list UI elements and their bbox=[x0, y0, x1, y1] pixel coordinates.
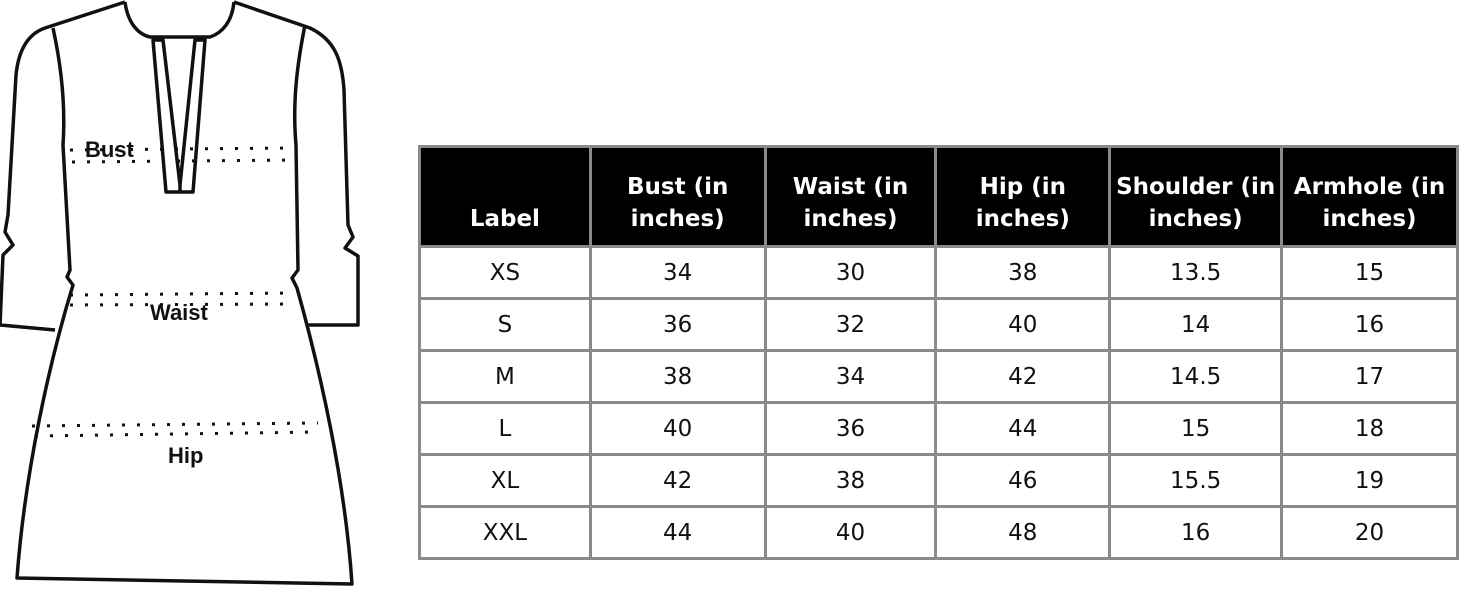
table-row: L 40 36 44 15 18 bbox=[418, 401, 1459, 456]
cell-armhole: 19 bbox=[1280, 453, 1459, 508]
header-armhole: Armhole (in inches) bbox=[1280, 145, 1459, 248]
cell-waist: 36 bbox=[763, 401, 938, 456]
cell-label: L bbox=[418, 401, 592, 456]
cell-armhole: 16 bbox=[1280, 297, 1459, 352]
header-shoulder: Shoulder (in inches) bbox=[1108, 145, 1284, 248]
cell-hip: 38 bbox=[934, 245, 1112, 300]
header-label: Label bbox=[418, 145, 592, 248]
cell-shoulder: 15.5 bbox=[1108, 453, 1284, 508]
header-hip: Hip (in inches) bbox=[934, 145, 1112, 248]
bust-label: Bust bbox=[85, 137, 135, 162]
cell-label: S bbox=[418, 297, 592, 352]
table-row: S 36 32 40 14 16 bbox=[418, 297, 1459, 352]
cell-waist: 30 bbox=[763, 245, 938, 300]
cell-armhole: 18 bbox=[1280, 401, 1459, 456]
cell-waist: 38 bbox=[763, 453, 938, 508]
cell-label: XL bbox=[418, 453, 592, 508]
kurta-outline bbox=[0, 0, 360, 586]
measure-lines bbox=[31, 146, 319, 438]
cell-armhole: 20 bbox=[1280, 505, 1459, 560]
cell-label: XS bbox=[418, 245, 592, 300]
hip-label: Hip bbox=[168, 443, 203, 468]
table-row: M 38 34 42 14.5 17 bbox=[418, 349, 1459, 404]
table-row: XL 42 38 46 15.5 19 bbox=[418, 453, 1459, 508]
cell-hip: 40 bbox=[934, 297, 1112, 352]
cell-waist: 40 bbox=[763, 505, 938, 560]
cell-bust: 38 bbox=[588, 349, 767, 404]
header-waist: Waist (in inches) bbox=[763, 145, 938, 248]
header-bust: Bust (in inches) bbox=[588, 145, 767, 248]
cell-shoulder: 14 bbox=[1108, 297, 1284, 352]
cell-waist: 34 bbox=[763, 349, 938, 404]
waist-label: Waist bbox=[150, 300, 209, 325]
cell-bust: 34 bbox=[588, 245, 767, 300]
table-header-row: Label Bust (in inches) Waist (in inches)… bbox=[418, 145, 1459, 248]
cell-armhole: 15 bbox=[1280, 245, 1459, 300]
table-row: XS 34 30 38 13.5 15 bbox=[418, 245, 1459, 300]
cell-bust: 44 bbox=[588, 505, 767, 560]
cell-shoulder: 14.5 bbox=[1108, 349, 1284, 404]
cell-bust: 36 bbox=[588, 297, 767, 352]
size-chart-table: Label Bust (in inches) Waist (in inches)… bbox=[418, 145, 1459, 560]
cell-label: M bbox=[418, 349, 592, 404]
cell-shoulder: 13.5 bbox=[1108, 245, 1284, 300]
table-row: XXL 44 40 48 16 20 bbox=[418, 505, 1459, 560]
cell-shoulder: 16 bbox=[1108, 505, 1284, 560]
cell-hip: 46 bbox=[934, 453, 1112, 508]
cell-hip: 44 bbox=[934, 401, 1112, 456]
cell-bust: 40 bbox=[588, 401, 767, 456]
cell-label: XXL bbox=[418, 505, 592, 560]
cell-hip: 48 bbox=[934, 505, 1112, 560]
cell-armhole: 17 bbox=[1280, 349, 1459, 404]
kurta-illustration: Bust Waist Hip bbox=[0, 0, 360, 586]
cell-shoulder: 15 bbox=[1108, 401, 1284, 456]
cell-bust: 42 bbox=[588, 453, 767, 508]
cell-waist: 32 bbox=[763, 297, 938, 352]
cell-hip: 42 bbox=[934, 349, 1112, 404]
